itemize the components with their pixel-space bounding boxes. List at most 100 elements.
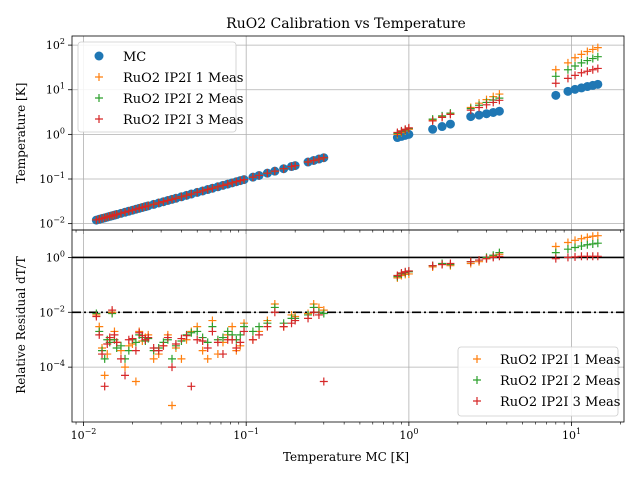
data-point	[551, 90, 561, 100]
data-point	[404, 129, 414, 139]
data-point	[475, 256, 484, 265]
data-point	[593, 52, 602, 61]
data-point	[393, 271, 402, 280]
x-tick-label-base: 10	[562, 429, 576, 442]
data-point	[593, 231, 602, 240]
bottom-y-axis-label: Relative Residual dT/T	[14, 256, 28, 394]
data-point	[168, 363, 177, 372]
bottom-reference-lines	[72, 256, 624, 314]
data-point	[577, 234, 586, 243]
data-point	[171, 339, 180, 348]
data-point	[128, 206, 137, 215]
data-point	[228, 322, 237, 331]
data-point	[304, 314, 313, 323]
top-legend-marker-meas3	[95, 115, 103, 123]
data-point	[248, 327, 257, 336]
data-point	[438, 113, 447, 122]
data-point	[240, 327, 249, 336]
data-point	[393, 128, 402, 137]
data-point	[218, 333, 227, 342]
data-point	[446, 259, 455, 268]
data-point	[131, 377, 140, 386]
bottom-legend-label-meas1: RuO2 IP2I 1 Meas	[500, 353, 620, 368]
x-tick-label-exponent: 0	[413, 427, 418, 436]
panel0-y-tick-label-exponent: −2	[53, 216, 65, 225]
data-point	[319, 153, 328, 162]
data-point	[494, 106, 504, 116]
data-point	[593, 43, 602, 52]
data-point	[593, 79, 603, 89]
panel0-y-tick-label: 102	[46, 37, 65, 52]
data-point	[177, 192, 186, 201]
data-point	[551, 254, 560, 263]
data-point	[149, 343, 158, 352]
data-point	[588, 65, 597, 74]
data-point	[551, 72, 560, 81]
data-point	[248, 335, 257, 344]
x-tick-label-base: 10	[233, 429, 247, 442]
data-point	[270, 308, 279, 317]
data-point	[563, 74, 572, 83]
data-point	[263, 169, 272, 178]
data-point	[198, 336, 207, 345]
top-legend-label-meas3: RuO2 IP2I 3 Meas	[123, 113, 243, 128]
data-point	[495, 252, 504, 261]
panel1-y-tick-label-base: 10	[39, 306, 53, 319]
data-point	[401, 125, 410, 134]
x-tick-label-exponent: 1	[576, 427, 581, 436]
data-point	[563, 86, 573, 96]
data-point	[116, 341, 125, 350]
x-tick-label: 10−1	[233, 427, 259, 442]
top-legend-box	[77, 41, 237, 133]
data-point	[438, 260, 447, 269]
data-point	[577, 242, 586, 251]
data-point	[92, 312, 101, 321]
data-point	[588, 45, 597, 54]
top-chart-title: RuO2 Calibration vs Temperature	[226, 16, 466, 32]
bottom-legend-marker-meas1	[473, 355, 481, 363]
data-point	[198, 346, 207, 355]
panel0-y-tick-label: 10−2	[39, 216, 65, 231]
data-point	[168, 401, 177, 410]
data-point	[218, 181, 227, 190]
data-point	[309, 308, 318, 317]
data-point	[168, 195, 177, 204]
data-point	[131, 346, 140, 355]
data-point	[445, 119, 455, 129]
data-point	[397, 126, 406, 135]
data-point	[428, 261, 437, 270]
data-point	[121, 363, 130, 372]
data-point	[203, 343, 212, 352]
data-point	[255, 322, 264, 331]
data-point	[577, 68, 586, 77]
data-point	[240, 175, 249, 184]
data-point	[124, 335, 133, 344]
data-point	[319, 377, 328, 386]
panel0-y-tick-label-base: 10	[46, 39, 60, 52]
data-point	[228, 335, 237, 344]
data-point	[270, 167, 279, 176]
data-point	[138, 331, 147, 340]
data-point	[187, 190, 196, 199]
bottom-legend: RuO2 IP2I 1 Meas RuO2 IP2I 2 Meas RuO2 I…	[457, 346, 620, 417]
data-point	[466, 112, 476, 122]
panel1-y-tick-label-base: 10	[46, 251, 60, 264]
data-point	[291, 161, 300, 170]
x-tick-label-exponent: −2	[85, 427, 97, 436]
data-point	[236, 176, 245, 185]
data-point	[213, 338, 222, 347]
x-tick-label-base: 10	[71, 429, 85, 442]
data-point	[198, 186, 207, 195]
data-point	[208, 184, 217, 193]
data-point	[248, 173, 257, 182]
data-point	[495, 96, 504, 105]
panel1-y-tick-label-exponent: 0	[60, 249, 65, 258]
data-point	[163, 196, 172, 205]
data-point	[144, 201, 153, 210]
data-point	[112, 210, 121, 219]
panel0-y-tick-label-exponent: −1	[53, 171, 65, 180]
